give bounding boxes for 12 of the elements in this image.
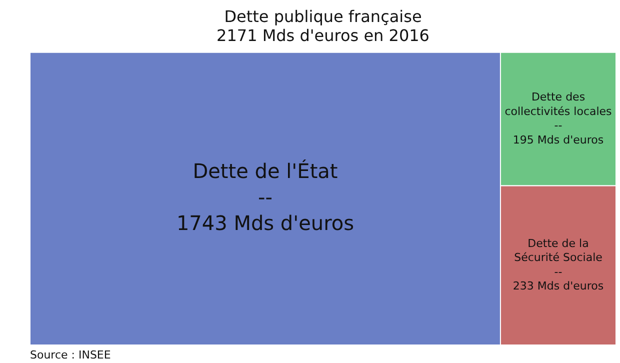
text: Dette publique française bbox=[224, 6, 422, 26]
category-label: Dette de l'État bbox=[192, 158, 338, 183]
text: -- bbox=[554, 265, 562, 278]
source-note: Source : INSEE bbox=[30, 348, 111, 362]
data-label: 233 Mds d'euros bbox=[512, 280, 604, 293]
text: 2171 Mds d'euros en 2016 bbox=[216, 26, 430, 45]
data-label: 1743 Mds d'euros bbox=[176, 210, 354, 235]
text: -- bbox=[258, 184, 272, 209]
category-label: Dette des collectivités locales bbox=[504, 90, 612, 118]
text: -- bbox=[554, 119, 562, 132]
data-label: 195 Mds d'euros bbox=[512, 133, 604, 146]
category-label: Dette de la Sécurité Sociale bbox=[514, 236, 603, 264]
